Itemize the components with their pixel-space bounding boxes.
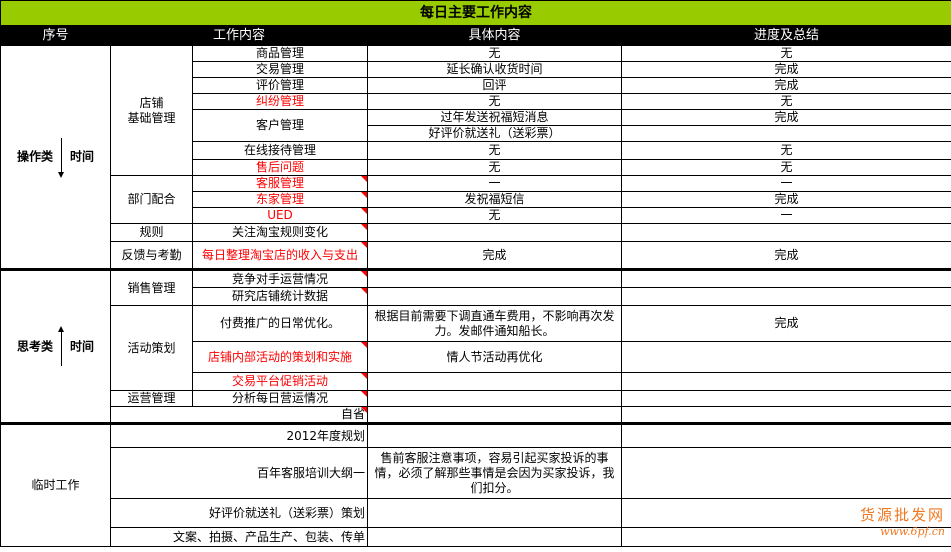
section-label: 操作类 <box>16 149 53 164</box>
detail-cell[interactable] <box>367 423 622 448</box>
group-sales[interactable]: 销售管理 <box>110 269 193 306</box>
progress-cell[interactable]: 无 <box>620 159 951 176</box>
time-label: 时间 <box>70 339 95 353</box>
progress-cell[interactable] <box>620 423 951 448</box>
progress-cell[interactable]: 完成 <box>620 191 951 208</box>
progress-cell[interactable]: 完成 <box>620 241 951 271</box>
detail-cell[interactable] <box>367 223 622 242</box>
header-progress[interactable]: 进度及总结 <box>620 25 951 46</box>
progress-cell[interactable]: 完成 <box>620 61 951 78</box>
work-item[interactable]: 商品管理 <box>192 45 368 62</box>
detail-cell[interactable]: 无 <box>367 159 622 176</box>
arrow-up-icon <box>58 325 64 366</box>
work-item[interactable]: 百年客服培训大纲一 <box>110 447 368 499</box>
work-item[interactable]: 每日整理淘宝店的收入与支出 <box>192 241 368 271</box>
progress-cell[interactable]: 无 <box>620 45 951 62</box>
progress-cell[interactable]: 一 <box>620 207 951 224</box>
progress-cell[interactable] <box>620 269 951 288</box>
group-department[interactable]: 部门配合 <box>110 175 193 224</box>
work-item[interactable]: 好评价就送礼（送彩票）策划 <box>110 498 368 528</box>
section-thinking[interactable]: 思考类 时间 <box>0 269 111 425</box>
header-detail[interactable]: 具体内容 <box>367 25 622 46</box>
detail-cell[interactable]: 完成 <box>367 241 622 271</box>
progress-cell[interactable] <box>620 125 951 142</box>
group-feedback[interactable]: 反馈与考勤 <box>110 241 193 271</box>
detail-cell[interactable]: 无 <box>367 141 622 160</box>
progress-cell[interactable]: 无 <box>620 93 951 110</box>
section-temporary[interactable]: 临时工作 <box>0 423 111 547</box>
sheet-title[interactable]: 每日主要工作内容 <box>0 0 951 26</box>
work-item[interactable]: 纠纷管理 <box>192 93 368 110</box>
section-label: 思考类 <box>16 339 53 353</box>
work-item[interactable]: 2012年度规划 <box>110 423 368 448</box>
work-item[interactable]: 分析每日营运情况 <box>192 390 368 407</box>
work-item[interactable]: 交易管理 <box>192 61 368 78</box>
work-item[interactable]: 文案、拍摄、产品生产、包装、传单 <box>110 527 368 547</box>
progress-cell[interactable] <box>620 287 951 306</box>
watermark-url: www.6pf.cn <box>880 525 945 538</box>
detail-cell[interactable] <box>367 406 622 425</box>
detail-cell[interactable]: 发祝福短信 <box>367 191 622 208</box>
progress-cell[interactable] <box>620 372 951 391</box>
progress-cell[interactable] <box>620 390 951 407</box>
progress-cell[interactable] <box>620 341 951 373</box>
work-item[interactable]: 评价管理 <box>192 77 368 94</box>
work-item[interactable]: 研究店铺统计数据 <box>192 287 368 306</box>
work-item[interactable]: 售后问题 <box>192 159 368 176</box>
detail-cell[interactable]: 无 <box>367 45 622 62</box>
work-item[interactable]: 付费推广的日常优化。 <box>192 305 368 342</box>
work-item[interactable]: 自省 <box>110 406 368 425</box>
work-item[interactable]: 客户管理 <box>192 109 368 142</box>
detail-cell[interactable]: 好评价就送礼（送彩票） <box>367 125 622 142</box>
detail-cell[interactable]: 根据目前需要下调直通车费用，不影响再次发力。发邮件通知船长。 <box>367 305 622 342</box>
header-work[interactable]: 工作内容 <box>110 25 368 46</box>
watermark: 货源批发网 www.6pf.cn <box>860 504 945 538</box>
detail-cell[interactable] <box>367 287 622 306</box>
detail-cell[interactable]: 情人节活动再优化 <box>367 341 622 373</box>
work-item[interactable]: 在线接待管理 <box>192 141 368 160</box>
detail-cell[interactable] <box>367 372 622 391</box>
detail-cell[interactable] <box>367 498 622 528</box>
work-item[interactable]: 关注淘宝规则变化 <box>192 223 368 242</box>
work-item[interactable]: 竞争对手运营情况 <box>192 269 368 288</box>
detail-cell[interactable] <box>367 390 622 407</box>
work-item[interactable]: 交易平台促销活动 <box>192 372 368 391</box>
detail-cell[interactable] <box>367 527 622 547</box>
progress-cell[interactable]: 完成 <box>620 305 951 342</box>
detail-cell[interactable] <box>367 269 622 288</box>
detail-cell[interactable]: 无 <box>367 207 622 224</box>
work-item[interactable]: 东家管理 <box>192 191 368 208</box>
watermark-name: 货源批发网 <box>859 506 945 524</box>
progress-cell[interactable]: 完成 <box>620 109 951 126</box>
progress-cell[interactable]: 一 <box>620 175 951 192</box>
section-operations[interactable]: 操作类 时间 <box>0 45 111 271</box>
work-item[interactable]: 店铺内部活动的策划和实施 <box>192 341 368 373</box>
group-operations[interactable]: 运营管理 <box>110 390 193 407</box>
detail-cell[interactable]: 一 <box>367 175 622 192</box>
detail-cell[interactable]: 无 <box>367 93 622 110</box>
group-campaign[interactable]: 活动策划 <box>110 305 193 391</box>
work-item[interactable]: 客服管理 <box>192 175 368 192</box>
progress-cell[interactable]: 无 <box>620 141 951 160</box>
header-index[interactable]: 序号 <box>0 25 111 46</box>
progress-cell[interactable] <box>620 447 951 499</box>
detail-cell[interactable]: 过年发送祝福短消息 <box>367 109 622 126</box>
progress-cell[interactable]: 完成 <box>620 77 951 94</box>
work-item[interactable]: UED <box>192 207 368 224</box>
progress-cell[interactable] <box>620 406 951 425</box>
group-rules[interactable]: 规则 <box>110 223 193 242</box>
progress-cell[interactable] <box>620 223 951 242</box>
detail-cell[interactable]: 回评 <box>367 77 622 94</box>
detail-cell[interactable]: 售前客服注意事项，容易引起买家投诉的事情，必须了解那些事情是会因为买家投诉，我们… <box>367 447 622 499</box>
arrow-down-icon <box>58 138 64 178</box>
group-store-basics[interactable]: 店铺 基础管理 <box>110 45 193 176</box>
time-label: 时间 <box>70 149 95 164</box>
detail-cell[interactable]: 延长确认收货时间 <box>367 61 622 78</box>
